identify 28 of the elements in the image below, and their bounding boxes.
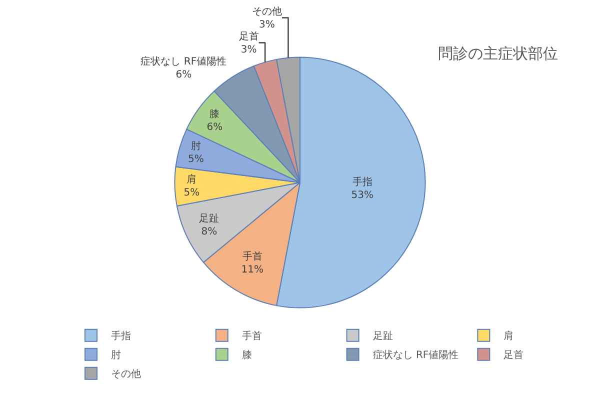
legend-label: 肩 (504, 330, 514, 342)
data-label: 5% (188, 154, 204, 165)
legend-label: 足趾 (372, 330, 393, 342)
legend-label: 症状なし RF値陽性 (372, 349, 459, 362)
legend-label: 足首 (504, 349, 524, 362)
slice-label: 肘 (190, 140, 201, 152)
slice-label: 手指 (352, 176, 372, 188)
data-label: 6% (206, 122, 223, 133)
slice-label: 肩 (186, 173, 197, 186)
data-label: 3% (259, 19, 275, 30)
slice-label: 手首 (242, 250, 262, 263)
slice-label: 膝 (210, 108, 220, 120)
legend-label: 膝 (242, 349, 252, 362)
data-label: 3% (240, 44, 257, 56)
legend-label: 手指 (111, 330, 131, 342)
text: 問診の主症状部位 (438, 44, 558, 62)
data-label: 6% (176, 69, 192, 80)
slice-label: 足首 (238, 30, 259, 42)
data-label: 11% (241, 264, 264, 276)
legend-label: 肘 (111, 349, 121, 362)
data-label: 5% (184, 187, 200, 198)
slice-label: 症状なし RF値陽性 (140, 55, 227, 68)
data-label: 8% (201, 226, 218, 238)
legend-label: その他 (111, 368, 141, 380)
data-label: 53% (351, 190, 374, 201)
slice-label: 足趾 (199, 212, 220, 225)
legend-label: 手首 (242, 330, 262, 342)
slice-label: その他 (252, 5, 282, 18)
